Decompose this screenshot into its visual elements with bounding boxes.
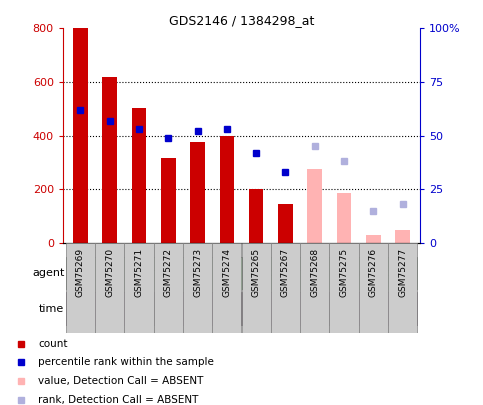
Text: time: time (39, 304, 64, 314)
Bar (124, 243, 154, 333)
Text: GSM75274: GSM75274 (222, 247, 231, 296)
Text: GSM75267: GSM75267 (281, 247, 290, 296)
Bar (212, 243, 242, 333)
Bar (249, 190, 263, 243)
Text: GDS2146 / 1384298_at: GDS2146 / 1384298_at (169, 14, 314, 27)
Bar (73, 28, 88, 243)
Bar (66, 292, 154, 326)
Bar (190, 143, 205, 243)
Bar (271, 243, 300, 333)
Text: 4 h: 4 h (277, 304, 294, 314)
Text: GSM75275: GSM75275 (340, 247, 349, 296)
Text: control: control (134, 269, 173, 278)
Bar (154, 292, 242, 326)
Bar (154, 243, 183, 333)
Bar (337, 193, 351, 243)
Text: GSM75276: GSM75276 (369, 247, 378, 296)
Text: GSM75272: GSM75272 (164, 247, 173, 296)
Bar (66, 257, 242, 290)
Bar (242, 257, 417, 290)
Text: 12 h: 12 h (185, 304, 210, 314)
Bar (102, 77, 117, 243)
Text: GSM75269: GSM75269 (76, 247, 85, 296)
Text: 12 h: 12 h (361, 304, 386, 314)
Text: GSM75273: GSM75273 (193, 247, 202, 296)
Bar (242, 243, 271, 333)
Bar (300, 243, 329, 333)
Bar (388, 243, 417, 333)
Bar (329, 292, 417, 326)
Bar (278, 204, 293, 243)
Text: value, Detection Call = ABSENT: value, Detection Call = ABSENT (38, 376, 203, 386)
Text: GSM75271: GSM75271 (134, 247, 143, 296)
Text: epidermal growth factor: epidermal growth factor (262, 269, 397, 278)
Text: agent: agent (32, 269, 64, 278)
Text: count: count (38, 339, 68, 349)
Text: percentile rank within the sample: percentile rank within the sample (38, 357, 214, 367)
Text: GSM75277: GSM75277 (398, 247, 407, 296)
Bar (359, 243, 388, 333)
Bar (132, 107, 146, 243)
Bar (395, 230, 410, 243)
Text: 4 h: 4 h (101, 304, 118, 314)
Bar (242, 292, 329, 326)
Text: GSM75265: GSM75265 (252, 247, 261, 296)
Bar (329, 243, 359, 333)
Bar (161, 158, 176, 243)
Bar (95, 243, 124, 333)
Text: GSM75270: GSM75270 (105, 247, 114, 296)
Text: rank, Detection Call = ABSENT: rank, Detection Call = ABSENT (38, 395, 199, 405)
Bar (220, 136, 234, 243)
Text: GSM75268: GSM75268 (310, 247, 319, 296)
Bar (66, 243, 95, 333)
Bar (307, 169, 322, 243)
Bar (366, 235, 381, 243)
Bar (183, 243, 212, 333)
